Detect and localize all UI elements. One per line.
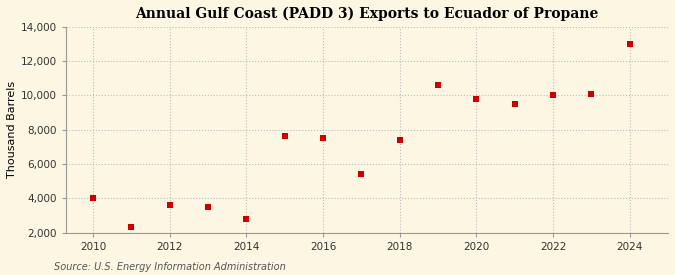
Point (164, 203, 175, 207)
Point (547, 93, 558, 98)
Title: Annual Gulf Coast (PADD 3) Exports to Ecuador of Propane: Annual Gulf Coast (PADD 3) Exports to Ec… (136, 7, 599, 21)
Point (202, 205, 213, 209)
Point (318, 136, 329, 140)
Point (586, 91, 597, 96)
Point (279, 134, 290, 139)
Point (471, 97, 482, 101)
Point (356, 172, 367, 176)
Text: Source: U.S. Energy Information Administration: Source: U.S. Energy Information Administ… (54, 262, 286, 271)
Point (510, 102, 520, 106)
Point (433, 83, 443, 87)
Y-axis label: Thousand Barrels: Thousand Barrels (7, 81, 17, 178)
Point (241, 217, 252, 221)
Point (88, 196, 99, 200)
Point (624, 42, 635, 46)
Point (126, 225, 137, 230)
Point (394, 138, 405, 142)
